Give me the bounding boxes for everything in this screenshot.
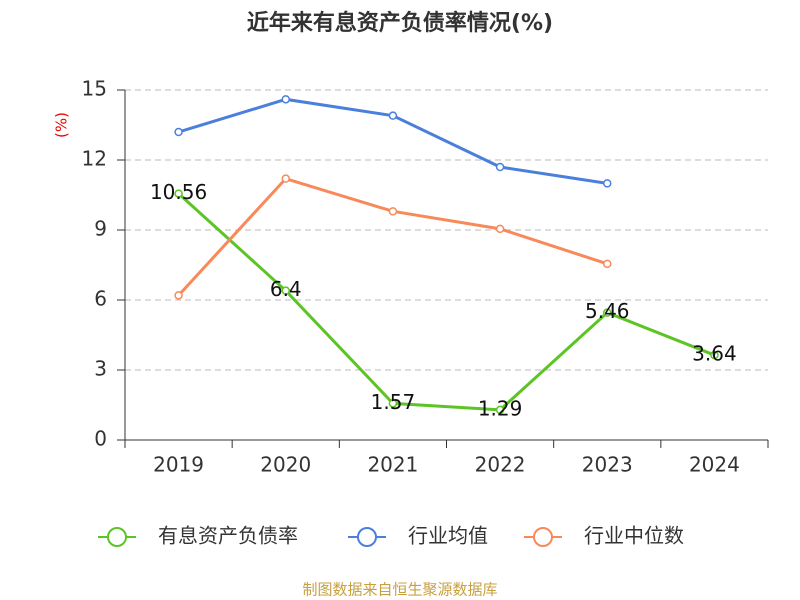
x-tick-label: 2020	[260, 453, 311, 477]
y-tick-label: 6	[94, 287, 107, 311]
data-point	[281, 95, 290, 104]
data-point	[603, 179, 612, 188]
x-tick-label: 2021	[367, 453, 418, 477]
data-point	[495, 224, 505, 234]
y-tick-label: 15	[82, 77, 107, 101]
series-line	[177, 176, 608, 297]
legend-label: 行业均值	[408, 524, 488, 548]
data-label: 6.4	[270, 277, 302, 301]
x-tick-label: 2023	[582, 453, 633, 477]
data-point	[281, 286, 290, 295]
data-point	[174, 291, 183, 300]
y-tick-label: 0	[94, 427, 107, 451]
data-point	[603, 259, 612, 269]
legend-marker	[107, 527, 127, 547]
series-line	[177, 192, 715, 412]
data-label: 1.29	[478, 396, 523, 420]
data-label: 3.64	[692, 342, 737, 366]
x-tick-label: 2024	[689, 453, 740, 477]
data-point	[174, 189, 183, 198]
data-point	[495, 405, 505, 415]
data-point	[388, 399, 398, 408]
x-tick-label: 2019	[153, 453, 204, 477]
data-point	[495, 162, 505, 172]
data-point	[710, 350, 719, 360]
data-point	[174, 127, 183, 137]
data-point	[388, 207, 398, 216]
y-tick-label: 12	[82, 147, 107, 171]
data-label: 1.57	[371, 390, 416, 414]
y-tick-label: 9	[94, 217, 107, 241]
legend-marker	[357, 527, 377, 547]
legend-label: 有息资产负债率	[158, 524, 298, 548]
legend-marker	[533, 527, 553, 547]
source-note: 制图数据来自恒生聚源数据库	[302, 581, 497, 599]
data-label: 5.46	[585, 299, 630, 323]
data-label: 10.56	[150, 180, 207, 204]
data-point	[388, 111, 398, 120]
y-axis-label: (%)	[53, 112, 71, 138]
chart-title: 近年来有息资产负债率情况(%)	[247, 10, 553, 36]
data-point	[603, 308, 612, 317]
y-tick-label: 3	[94, 357, 107, 381]
legend-label: 行业中位数	[584, 524, 684, 548]
x-tick-label: 2022	[475, 453, 526, 477]
data-point	[281, 174, 290, 183]
